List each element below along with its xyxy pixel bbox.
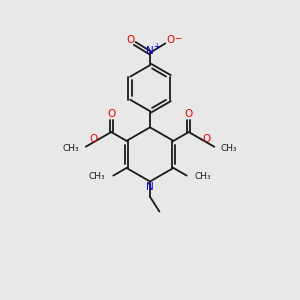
Text: CH₃: CH₃ (63, 144, 79, 153)
Text: O: O (203, 134, 211, 144)
Text: O: O (89, 134, 97, 144)
Text: N: N (146, 46, 154, 56)
Text: N: N (146, 182, 154, 192)
Text: CH₃: CH₃ (195, 172, 211, 181)
Text: O: O (184, 109, 193, 119)
Text: O: O (107, 109, 116, 119)
Text: CH₃: CH₃ (89, 172, 105, 181)
Text: −: − (174, 33, 182, 42)
Text: CH₃: CH₃ (221, 144, 237, 153)
Text: +: + (153, 42, 160, 51)
Text: O: O (166, 35, 174, 45)
Text: O: O (126, 35, 134, 45)
